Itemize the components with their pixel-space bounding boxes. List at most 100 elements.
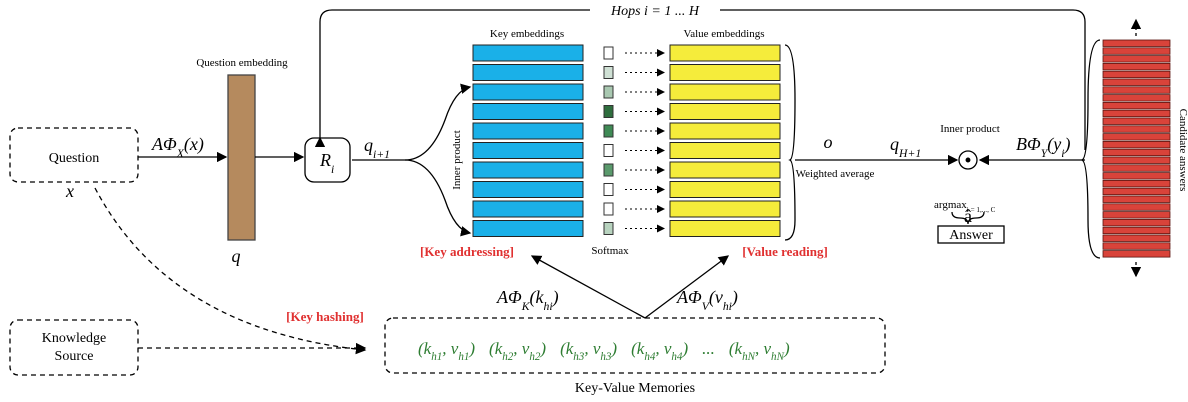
shapes [9,9,1142,376]
value-bar [669,181,781,198]
memory-item: (kh2, vh2) [489,339,546,363]
math-text: ) [731,287,738,308]
math-text: ) [1063,134,1070,155]
subscript: i [1061,147,1064,160]
candidate-bar [1102,195,1171,203]
subscript: h3 [573,351,585,363]
key-bar [472,142,584,159]
subscript: H+1 [898,147,921,160]
subscript: hN [742,351,756,363]
math-text: (y [1047,134,1061,155]
underbrace [951,211,985,225]
subscript: h1 [431,351,442,363]
math-text: R [319,150,331,170]
key-bar [472,83,584,101]
subscript: h1 [458,351,469,363]
memory-item: (kh3, vh3) [560,339,617,363]
inner-product: Inner product [940,123,1000,135]
math-text: ) [610,339,617,358]
memory-item: (khN, vhN) [729,339,790,363]
value-bar [669,220,781,237]
key-bar [472,122,584,140]
math-text: , v [584,339,601,358]
key-title: Key embeddings [490,28,564,40]
math-text: (x) [184,134,204,155]
subscript: h4 [644,351,656,363]
math-text: AΦ [676,287,702,307]
key-hashing: [Key hashing] [286,309,364,324]
arrow-up [352,83,472,161]
question-var: x [65,181,74,201]
memory-item: ... [702,339,715,358]
subscript: V [702,300,711,313]
knowledge-box [9,319,139,376]
candidate-bar [1102,63,1171,71]
candidate-bar [1102,242,1171,250]
math-text: ) [468,339,475,358]
bracket [784,44,796,241]
memory-item: (kh1, vh1) [418,339,475,363]
math: qi+1 [364,135,390,161]
candidate-bar [1102,187,1171,196]
key-bar [472,44,584,62]
candidate-bar [1102,109,1171,118]
embedding-title: Question embedding [196,57,288,69]
weighted-average: Weighted average [796,168,875,180]
softmax-cell [603,163,614,177]
brace [1079,39,1101,259]
key-addressing: [Key addressing] [420,244,514,259]
memory-box [384,317,886,374]
candidate-bar [1102,78,1171,86]
subscript: h2 [502,351,514,363]
candidate-bar [1102,218,1171,227]
candidate-bar [1102,94,1171,102]
value-bar [669,44,781,62]
knowledge-label: Knowledge [42,331,107,346]
memory-rows [472,44,781,237]
candidate-bar [1102,39,1171,47]
candidate-bar [1102,117,1171,125]
value-bar [669,83,781,101]
subscript: i = 1,..., C [967,206,996,214]
arrow [644,255,730,319]
candidate-bar [1102,203,1171,211]
o: o [824,132,833,152]
knowledge-label: Source [55,349,94,364]
math: Ri [319,150,334,176]
label-bg [590,2,720,18]
memory-items: (kh1, vh1) (kh2, vh2) (kh3, vh3) (kh4, vh4)… [418,339,790,363]
candidate-bar [1102,133,1171,141]
key-bar [472,220,584,237]
value-bar [669,200,781,218]
candidate-bar [1102,148,1171,157]
softmax-cell [603,105,614,118]
value-bar [669,161,781,179]
key-bar [472,181,584,198]
math: argmaxi = 1,..., C [934,199,996,214]
a-hat: â [964,206,972,226]
hash-curve [94,187,367,355]
math-text: q [890,134,899,154]
dot-product [958,150,978,170]
math-text: AΦ [151,134,177,154]
candidate-bar [1102,234,1171,242]
softmax: Softmax [591,245,629,257]
candidate-bar [1102,164,1171,172]
subscript: hN [771,351,785,363]
math-text: ) [552,287,559,308]
subscript: hi [723,300,732,313]
math-text: (v [709,287,723,308]
value-bar [669,142,781,159]
value-bar [669,122,781,140]
softmax-cell [603,46,614,60]
answer-box [937,225,1005,244]
key-bar [472,103,584,120]
math-text: , v [513,339,530,358]
softmax-cell [603,85,614,99]
candidate-bars [1102,39,1171,258]
math-text: BΦ [1016,134,1041,154]
math-text: (k [489,339,503,358]
math: BΦY(yi) [1016,134,1070,160]
candidate-bar [1102,70,1171,79]
value-bar [669,103,781,120]
